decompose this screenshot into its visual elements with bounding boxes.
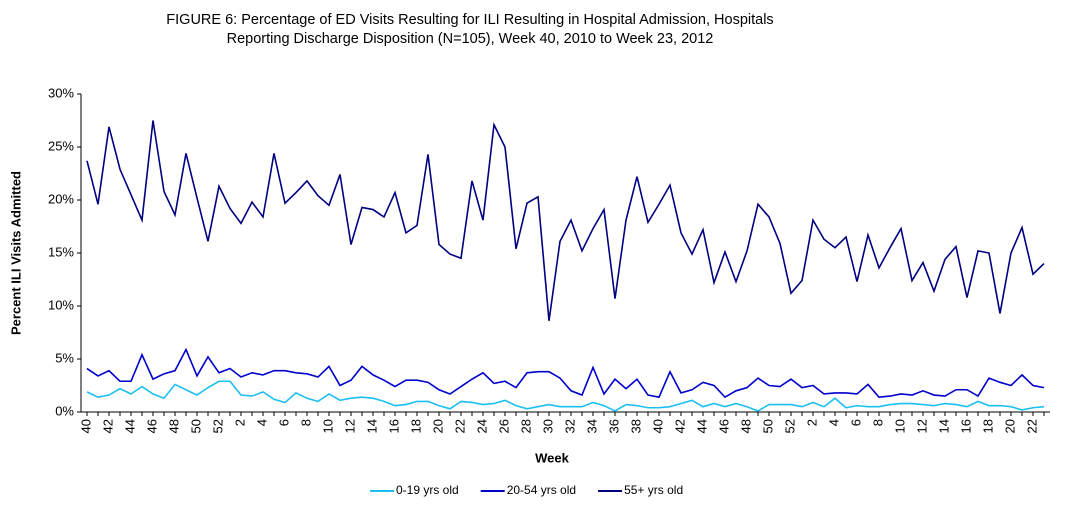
x-tick-label: 48 [166, 419, 181, 433]
x-tick-label: 36 [606, 419, 621, 433]
x-tick-label: 46 [716, 419, 731, 433]
x-tick-label: 18 [408, 419, 423, 433]
x-tick-label: 16 [958, 419, 973, 433]
y-tick-label: 25% [48, 138, 74, 153]
x-tick-label: 6 [848, 419, 863, 426]
chart-title: FIGURE 6: Percentage of ED Visits Result… [166, 12, 773, 28]
x-tick-label: 10 [320, 419, 335, 433]
x-tick-label: 22 [1024, 419, 1039, 433]
x-tick-label: 42 [100, 419, 115, 433]
x-tick-label: 44 [694, 419, 709, 433]
x-tick-label: 4 [826, 419, 841, 426]
x-tick-label: 40 [650, 419, 665, 433]
x-tick-label: 10 [892, 419, 907, 433]
x-tick-label: 2 [804, 419, 819, 426]
y-tick-label: 30% [48, 85, 74, 100]
x-tick-label: 16 [386, 419, 401, 433]
x-tick-label: 38 [628, 419, 643, 433]
line-series [86, 120, 1045, 321]
x-tick-label: 20 [430, 419, 445, 433]
x-tick-label: 26 [496, 419, 511, 433]
x-tick-label: 50 [188, 419, 203, 433]
x-tick-label: 44 [122, 419, 137, 433]
x-tick-label: 24 [474, 419, 489, 433]
x-tick-label: 42 [672, 419, 687, 433]
x-tick-label: 14 [936, 419, 951, 433]
x-tick-label: 12 [914, 419, 929, 433]
x-tick-label: 8 [298, 419, 313, 426]
line-series [86, 380, 1045, 412]
x-tick-label: 22 [452, 419, 467, 433]
y-tick-label: 10% [48, 297, 74, 312]
x-tick-label: 40 [78, 419, 93, 433]
x-tick-label: 20 [1002, 419, 1017, 433]
x-tick-label: 4 [254, 419, 269, 426]
y-axis-label: Percent ILI Visits Admitted [8, 171, 23, 335]
x-tick-label: 50 [760, 419, 775, 433]
x-tick-label: 30 [540, 419, 555, 433]
x-tick-label: 52 [210, 419, 225, 433]
legend-label: 20-54 yrs old [507, 483, 576, 497]
y-tick-label: 0% [55, 403, 74, 418]
x-tick-label: 6 [276, 419, 291, 426]
legend-label: 0-19 yrs old [396, 483, 459, 497]
y-tick-label: 5% [55, 350, 74, 365]
x-tick-label: 32 [562, 419, 577, 433]
chart-title: Reporting Discharge Disposition (N=105),… [227, 31, 714, 47]
x-axis-label: Week [535, 450, 569, 465]
x-tick-label: 14 [364, 419, 379, 433]
x-tick-label: 46 [144, 419, 159, 433]
x-tick-label: 8 [870, 419, 885, 426]
y-tick-label: 20% [48, 191, 74, 206]
x-tick-label: 52 [782, 419, 797, 433]
y-tick-label: 15% [48, 244, 74, 259]
legend-label: 55+ yrs old [624, 483, 683, 497]
line-series [86, 347, 1045, 399]
x-tick-label: 28 [518, 419, 533, 433]
x-tick-label: 34 [584, 419, 599, 433]
x-tick-label: 2 [232, 419, 247, 426]
x-tick-label: 18 [980, 419, 995, 433]
x-tick-label: 48 [738, 419, 753, 433]
x-tick-label: 12 [342, 419, 357, 433]
